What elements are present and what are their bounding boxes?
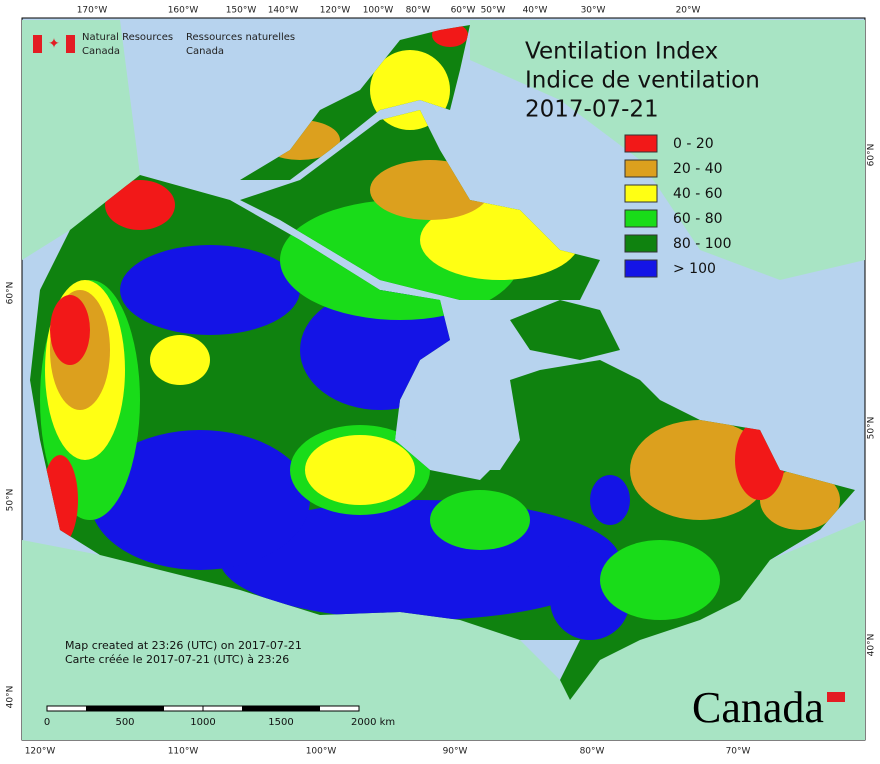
legend-label: 0 - 20 xyxy=(673,136,714,152)
zone xyxy=(90,430,310,570)
agency-fr: Ressources naturelles xyxy=(186,32,295,43)
zone xyxy=(105,180,175,230)
zone xyxy=(760,470,840,530)
legend-swatch xyxy=(624,134,658,153)
legend-swatch xyxy=(624,234,658,253)
labels: 170°W 160°W 150°W 140°W 120°W 100°W 80°W 60°W 50… xyxy=(6,6,877,757)
footer-line: Map created at 23:26 (UTC) on 2017-07-21 xyxy=(65,639,302,652)
zone xyxy=(590,475,630,525)
legend-swatch xyxy=(624,259,658,278)
scale-segment xyxy=(242,706,281,711)
graticule-label: 170°W xyxy=(77,6,108,16)
agency-en: Canada xyxy=(82,46,120,57)
graticule-label: 50°W xyxy=(481,6,506,16)
legend-swatch xyxy=(624,209,658,228)
hudson-bay xyxy=(400,370,520,470)
graticule-label: 70°W xyxy=(726,747,751,757)
graticule-label: 50°N xyxy=(867,417,877,440)
flag-leaf: ✦ xyxy=(48,36,60,52)
scale-label: 1000 xyxy=(190,717,215,728)
flag-bar xyxy=(66,35,75,53)
graticule-label: 100°W xyxy=(363,6,394,16)
graticule-label: 80°W xyxy=(580,747,605,757)
title-line: Ventilation Index xyxy=(525,39,718,65)
graticule-label: 60°N xyxy=(6,282,16,305)
graticule-label: 140°W xyxy=(268,6,299,16)
legend-label: 80 - 100 xyxy=(673,236,732,252)
scale-label: 2000 km xyxy=(351,717,395,728)
zone xyxy=(600,540,720,620)
scale-segment xyxy=(86,706,125,711)
graticule-label: 60°W xyxy=(451,6,476,16)
graticule-label: 80°W xyxy=(406,6,431,16)
agency-en: Natural Resources xyxy=(82,32,173,43)
scale-label: 500 xyxy=(115,717,134,728)
title-line: Indice de ventilation xyxy=(525,68,760,94)
graticule-label: 100°W xyxy=(306,747,337,757)
legend-label: > 100 xyxy=(673,261,716,277)
scale-label: 0 xyxy=(44,717,50,728)
graticule-label: 120°W xyxy=(25,747,56,757)
footer-line: Carte créée le 2017-07-21 (UTC) à 23:26 xyxy=(65,653,289,666)
scale-segment xyxy=(281,706,320,711)
scale-segment xyxy=(125,706,164,711)
wordmark-flag xyxy=(827,692,845,702)
graticule-label: 60°N xyxy=(867,144,877,167)
wordmark: Canada xyxy=(692,683,824,732)
legend-label: 60 - 80 xyxy=(673,211,723,227)
legend-swatch xyxy=(624,184,658,203)
graticule-label: 40°N xyxy=(867,634,877,657)
graticule-label: 50°N xyxy=(6,489,16,512)
zone xyxy=(120,245,300,335)
greenland xyxy=(470,20,865,280)
graticule-label: 40°W xyxy=(523,6,548,16)
graticule-label: 160°W xyxy=(168,6,199,16)
zone xyxy=(430,490,530,550)
zone xyxy=(305,435,415,505)
scale-label: 1500 xyxy=(268,717,293,728)
zone xyxy=(50,295,90,365)
legend-label: 40 - 60 xyxy=(673,186,723,202)
graticule-label: 30°W xyxy=(581,6,606,16)
graticule-label: 150°W xyxy=(226,6,257,16)
flag-bar xyxy=(33,35,42,53)
usa xyxy=(22,520,865,740)
graticule-label: 20°W xyxy=(676,6,701,16)
agency-fr: Canada xyxy=(186,46,224,57)
title-line: 2017-07-21 xyxy=(525,97,659,123)
graticule-label: 40°N xyxy=(6,686,16,709)
graticule-label: 90°W xyxy=(443,747,468,757)
graticule-label: 120°W xyxy=(320,6,351,16)
legend-swatch xyxy=(624,159,658,178)
graticule-label: 110°W xyxy=(168,747,199,757)
zone xyxy=(630,420,770,520)
alaska xyxy=(22,20,140,260)
legend-label: 20 - 40 xyxy=(673,161,723,177)
zone xyxy=(150,335,210,385)
